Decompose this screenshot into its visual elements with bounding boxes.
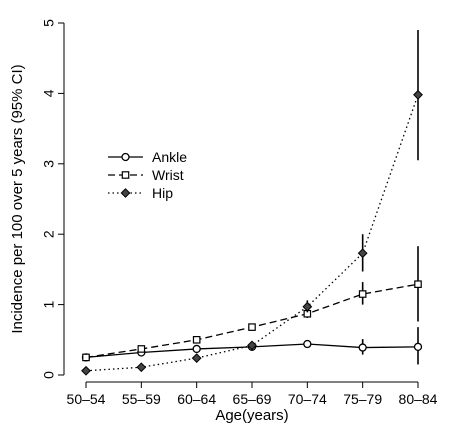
legend-ankle-marker bbox=[121, 152, 130, 162]
legend: Ankle Wrist Hip bbox=[108, 149, 187, 201]
series-layer bbox=[81, 30, 423, 376]
legend-item-ankle: Ankle bbox=[108, 149, 187, 165]
legend-hip-label: Hip bbox=[152, 185, 173, 201]
y-tick-label: 4 bbox=[41, 89, 57, 97]
series-hip bbox=[81, 30, 423, 376]
wrist-point bbox=[248, 323, 256, 331]
x-tick-label: 75–79 bbox=[343, 391, 382, 407]
x-tick-label: 70–74 bbox=[288, 391, 327, 407]
x-tick-label: 50–54 bbox=[67, 391, 106, 407]
hip-point bbox=[191, 353, 202, 364]
legend-hip-marker bbox=[120, 188, 131, 198]
x-tick-label: 55–59 bbox=[122, 391, 161, 407]
y-tick-label: 3 bbox=[41, 160, 57, 168]
y-tick-label: 5 bbox=[41, 19, 57, 27]
hip-point bbox=[357, 248, 368, 259]
y-tick-label: 0 bbox=[41, 371, 57, 379]
legend-item-hip: Hip bbox=[108, 185, 173, 201]
legend-ankle-label: Ankle bbox=[152, 149, 187, 165]
ankle-point bbox=[358, 343, 367, 352]
y-axis-title: Incidence per 100 over 5 years (95% CI) bbox=[9, 64, 26, 333]
wrist-point bbox=[192, 336, 201, 344]
wrist-point bbox=[358, 290, 367, 298]
wrist-point bbox=[82, 353, 90, 362]
hip-point bbox=[413, 89, 423, 100]
hip-point bbox=[247, 340, 257, 351]
axes: 0 1 2 3 4 5 50–54 55–59 60–64 65–69 70–74 75–79 80–8… bbox=[41, 19, 438, 407]
ankle-point bbox=[413, 342, 423, 351]
wrist-point bbox=[414, 280, 422, 288]
hip-point bbox=[81, 365, 91, 376]
ankle-point bbox=[303, 339, 312, 349]
hip-point bbox=[136, 362, 147, 373]
hip-point bbox=[302, 301, 313, 312]
y-tick-label: 1 bbox=[41, 300, 57, 308]
ankle-point bbox=[192, 344, 201, 354]
legend-wrist-marker bbox=[121, 171, 130, 179]
wrist-point bbox=[137, 345, 146, 353]
x-tick-label: 80–84 bbox=[399, 391, 438, 407]
x-tick-label: 60–64 bbox=[177, 391, 216, 407]
y-tick-label: 2 bbox=[41, 230, 57, 238]
x-tick-label: 65–69 bbox=[233, 391, 272, 407]
series-wrist bbox=[82, 246, 422, 362]
legend-item-wrist: Wrist bbox=[108, 167, 184, 183]
x-axis-title: Age(years) bbox=[215, 407, 288, 424]
legend-wrist-label: Wrist bbox=[152, 167, 184, 183]
